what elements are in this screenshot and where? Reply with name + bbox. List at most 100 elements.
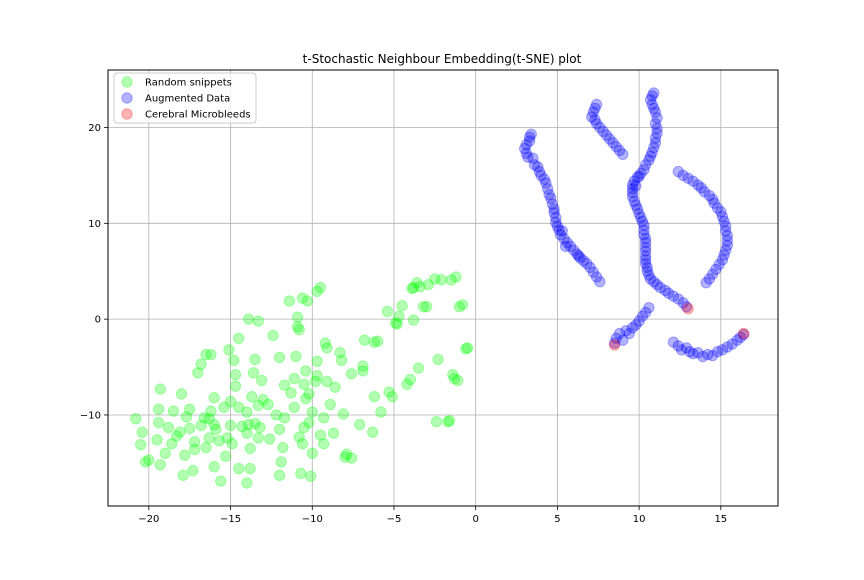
data-point	[383, 386, 395, 398]
plot-frame	[107, 69, 779, 507]
data-point	[628, 175, 640, 187]
data-point	[154, 459, 166, 471]
data-point	[353, 418, 366, 431]
data-point	[586, 111, 598, 123]
data-point	[649, 132, 662, 144]
data-point	[687, 347, 699, 360]
data-point	[713, 258, 725, 271]
legend-marker	[121, 92, 133, 104]
data-point	[293, 323, 305, 336]
data-point	[651, 122, 663, 135]
data-point	[726, 338, 738, 350]
data-point	[151, 434, 163, 446]
data-point	[319, 337, 332, 349]
data-point	[270, 409, 283, 421]
data-point	[460, 343, 472, 355]
data-point	[692, 346, 704, 359]
data-point	[447, 369, 459, 381]
data-point	[692, 179, 704, 191]
data-point	[680, 342, 693, 354]
data-point	[435, 274, 448, 286]
data-point	[229, 369, 242, 381]
data-point	[626, 190, 639, 203]
data-point	[587, 266, 600, 278]
data-point	[389, 317, 402, 329]
data-point	[321, 375, 333, 388]
data-point	[551, 220, 564, 232]
data-point	[300, 365, 312, 377]
data-point	[667, 336, 680, 348]
data-point	[143, 454, 155, 466]
data-point	[136, 426, 149, 438]
data-point	[711, 202, 724, 214]
data-point	[154, 383, 166, 395]
data-point	[357, 365, 369, 377]
data-point	[411, 277, 423, 289]
data-point	[700, 277, 712, 289]
data-point	[651, 278, 663, 291]
data-point	[179, 449, 191, 461]
data-point	[558, 232, 570, 245]
data-point	[314, 281, 327, 294]
data-point	[638, 163, 650, 176]
data-point	[550, 216, 562, 229]
data-point	[167, 405, 180, 417]
data-point	[247, 367, 260, 379]
data-point	[242, 313, 255, 325]
data-point	[597, 125, 609, 138]
data-point	[639, 254, 652, 266]
data-point	[345, 452, 358, 464]
data-point	[648, 87, 660, 99]
data-point	[420, 300, 433, 313]
data-point	[255, 374, 268, 387]
data-point	[643, 269, 655, 281]
legend-marker	[121, 76, 133, 88]
data-point	[233, 401, 245, 414]
data-point	[641, 261, 653, 274]
data-point	[461, 342, 474, 354]
data-point	[716, 254, 729, 266]
data-point	[538, 173, 551, 185]
data-point	[252, 315, 265, 327]
data-point	[737, 328, 750, 341]
data-point	[429, 273, 441, 285]
legend-label: Random snippets	[145, 78, 232, 89]
data-point	[617, 334, 629, 346]
data-point	[432, 353, 444, 366]
data-point	[626, 179, 639, 191]
data-point	[339, 451, 351, 463]
data-point	[646, 90, 658, 102]
data-point	[594, 121, 606, 134]
data-point	[213, 435, 225, 447]
data-point	[452, 374, 464, 387]
data-point	[672, 340, 685, 352]
data-point	[631, 203, 644, 215]
data-point	[203, 432, 216, 444]
data-point	[672, 165, 685, 178]
data-point	[682, 302, 694, 315]
data-point	[224, 419, 237, 432]
data-point	[638, 229, 650, 241]
x-tick-label: 5	[554, 514, 560, 525]
data-point	[630, 180, 642, 192]
data-point	[303, 388, 315, 400]
data-point	[184, 422, 196, 435]
data-point	[635, 167, 647, 180]
x-tick-label: −10	[302, 514, 323, 525]
data-point	[404, 373, 417, 386]
data-point	[318, 412, 330, 424]
data-point	[644, 94, 657, 106]
data-point	[337, 408, 350, 420]
data-point	[288, 401, 300, 414]
data-point	[651, 112, 663, 124]
x-tick-label: −20	[138, 514, 159, 525]
data-point	[613, 327, 626, 340]
data-point	[718, 215, 730, 228]
data-point	[638, 219, 650, 231]
data-point	[636, 215, 649, 228]
data-point	[275, 456, 287, 468]
data-points	[130, 87, 750, 489]
data-point	[708, 197, 720, 209]
data-point	[278, 379, 291, 391]
data-point	[659, 284, 671, 297]
